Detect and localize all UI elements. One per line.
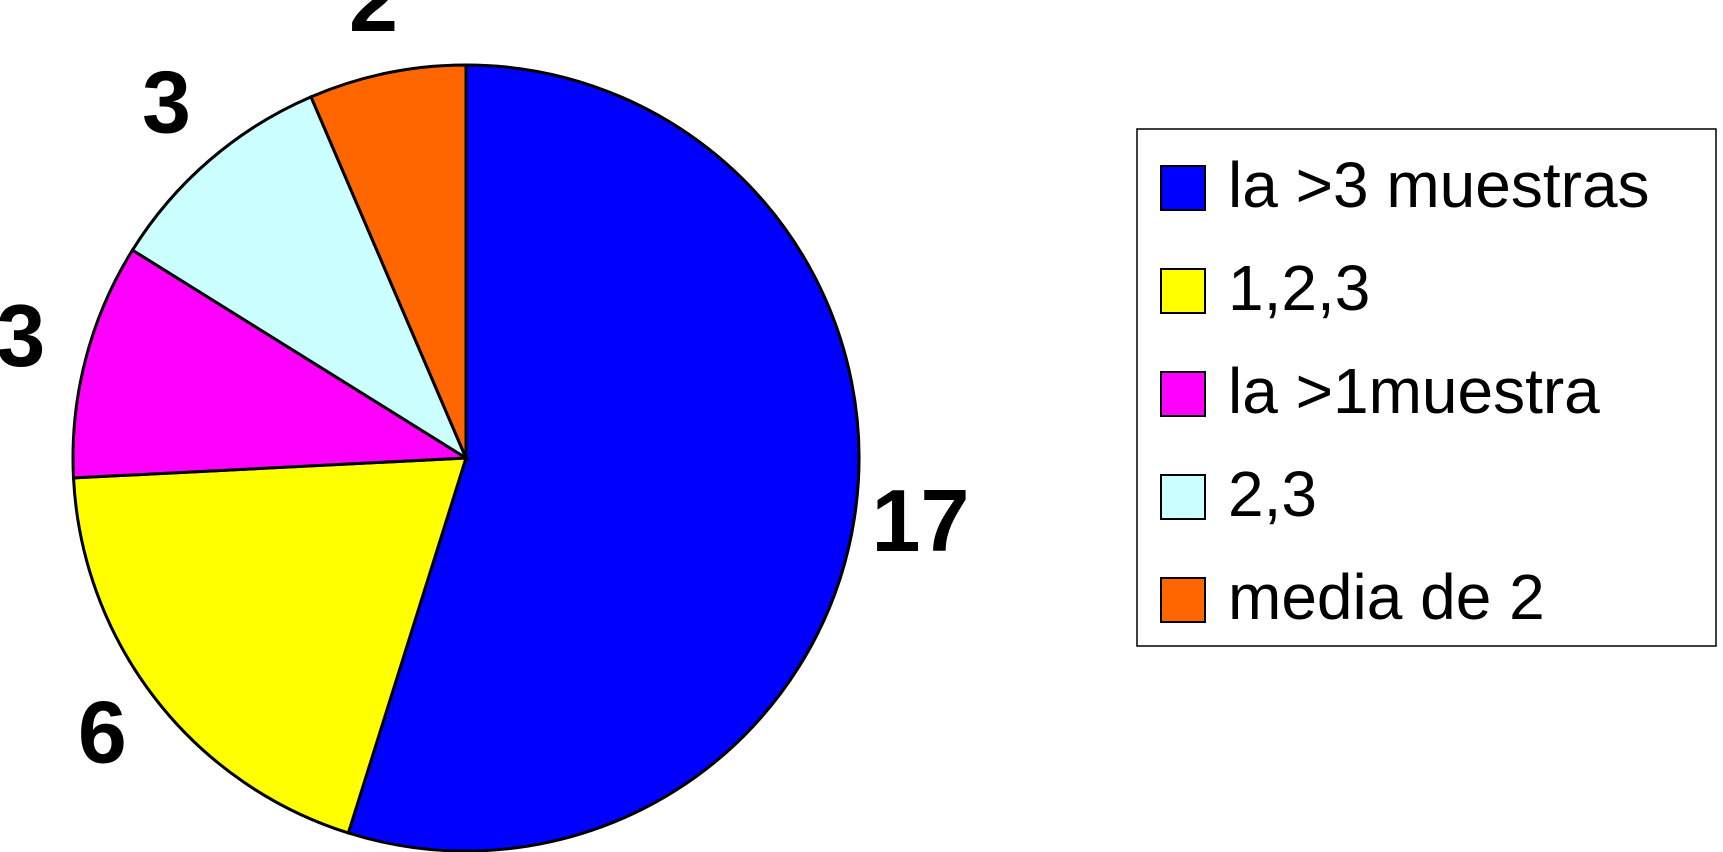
- legend-label: la >3 muestras: [1228, 149, 1650, 221]
- legend-label: 2,3: [1228, 458, 1317, 530]
- pie-slice: [130, 94, 470, 462]
- legend-label: 1,2,3: [1228, 252, 1370, 324]
- pie-slice: [309, 63, 468, 459]
- pie-slice: [71, 456, 469, 835]
- legend-label: media de 2: [1228, 561, 1545, 633]
- data-label: 2: [349, 0, 398, 50]
- data-label: 17: [872, 471, 970, 570]
- data-label: 3: [0, 286, 45, 385]
- legend-swatch: [1160, 474, 1206, 520]
- legend-label: la >1muestra: [1228, 355, 1600, 427]
- legend-box: [1136, 128, 1717, 647]
- legend-swatch: [1160, 577, 1206, 623]
- legend-swatch: [1160, 165, 1206, 211]
- legend-swatch: [1160, 268, 1206, 314]
- data-label: 6: [78, 683, 127, 782]
- legend-swatch: [1160, 371, 1206, 417]
- pie-slice: [71, 248, 471, 480]
- pie-slice: [346, 63, 861, 852]
- data-label: 3: [142, 52, 191, 151]
